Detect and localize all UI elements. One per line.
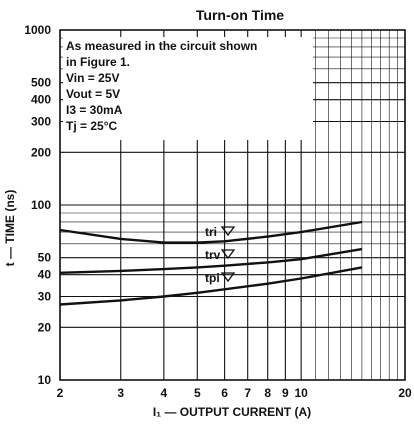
x-tick-label: 8 — [264, 386, 271, 400]
y-axis-label: t — TIME (ns) — [3, 190, 17, 267]
y-tick-label: 100 — [31, 198, 51, 212]
y-tick-label: 1000 — [24, 23, 51, 37]
x-tick-label: 4 — [161, 386, 168, 400]
y-tick-label: 300 — [31, 115, 51, 129]
curve-labels: tri trv tpi — [205, 225, 221, 285]
series — [59, 220, 363, 306]
y-tick-label: 20 — [38, 320, 52, 334]
x-tick-label: 20 — [398, 386, 412, 400]
annotation-line-3: Vin = 25V — [66, 71, 119, 85]
x-tick-label: 3 — [117, 386, 124, 400]
x-tick-label: 9 — [282, 386, 289, 400]
y-tick-label: 10 — [38, 373, 52, 387]
curve-arrow-icon — [220, 226, 236, 237]
x-axis-label: I₁ — OUTPUT CURRENT (A) — [153, 405, 311, 419]
curve-arrow-icon — [220, 272, 236, 283]
curve-arrow-icon — [220, 249, 236, 260]
x-tick-label: 5 — [194, 386, 201, 400]
curve-label-tpi: tpi — [205, 271, 220, 285]
y-tick-label: 400 — [31, 93, 51, 107]
y-tick-label: 50 — [38, 251, 52, 265]
curve-label-trv: trv — [205, 248, 221, 262]
series-line-trv — [59, 247, 363, 274]
y-tick-label: 40 — [38, 268, 52, 282]
x-tick-label: 7 — [244, 386, 251, 400]
annotation-line-2: in Figure 1. — [66, 55, 130, 69]
series-line-tpi — [59, 266, 363, 306]
annotation-line-5: I3 = 30mA — [66, 103, 123, 117]
tick-labels: 2 3 4 5 6 7 8 9 10 20 10 20 30 40 50 100 200 300 400 500 100… — [24, 23, 412, 400]
annotation-line-6: Tj = 25°C — [66, 119, 117, 133]
annotation-background — [63, 37, 313, 140]
series-line-tri — [59, 220, 363, 244]
x-tick-label: 6 — [221, 386, 228, 400]
y-tick-label: 200 — [31, 145, 51, 159]
y-tick-label: 30 — [38, 290, 52, 304]
curve-label-tri: tri — [205, 225, 217, 239]
annotation-line-1: As measured in the circuit shown — [66, 39, 257, 53]
conditions-annotation: As measured in the circuit shown in Figu… — [63, 37, 313, 140]
chart-title: Turn-on Time — [196, 7, 284, 23]
annotation-line-4: Vout = 5V — [66, 87, 120, 101]
y-tick-label: 500 — [31, 76, 51, 90]
plot-frame — [59, 29, 406, 381]
x-tick-label: 2 — [57, 386, 64, 400]
x-tick-label: 10 — [294, 386, 308, 400]
